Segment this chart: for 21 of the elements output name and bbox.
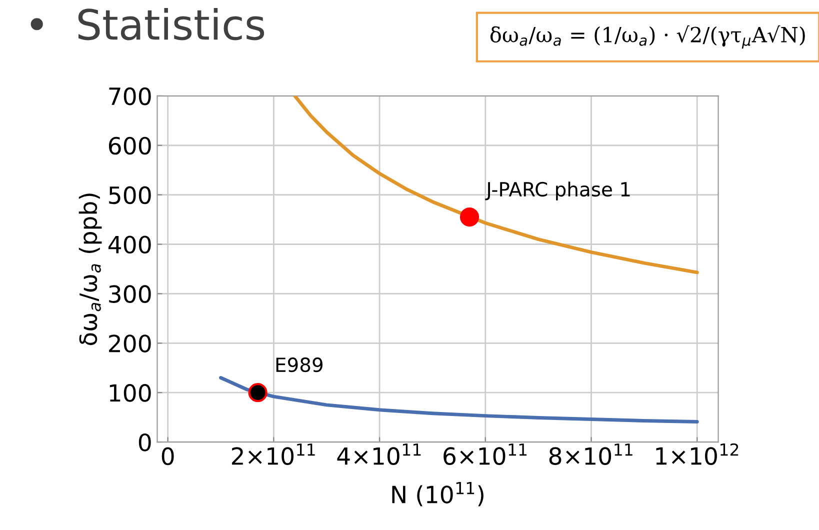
x-tick-label: 1×10$^{12}$: [656, 443, 738, 465]
x-tick-label: 6×10$^{11}$: [444, 444, 527, 465]
y-tick-label: 400: [108, 236, 151, 254]
x-tick-label: 0: [162, 447, 174, 466]
x-tick-label: 2×10$^{11}$: [232, 444, 315, 465]
chart-title: • Statistics: [30, 8, 264, 40]
series-label: E989: [276, 357, 323, 372]
y-tick-label: 200: [109, 334, 151, 352]
x-axis-title: N (10$^{11}$): [392, 482, 484, 506]
y-axis-title: δω$_{a}$/ω$_{a}$ (ppb): [78, 194, 102, 346]
y-tick-label: 600: [108, 136, 151, 155]
line-series: [219, 376, 699, 424]
y-tick-label: 100: [110, 384, 151, 402]
series-label: J-PARC phase 1: [485, 182, 630, 200]
line-series: [293, 96, 699, 274]
y-tick-label: 700: [109, 87, 151, 106]
x-tick-label: 4×10$^{11}$: [337, 444, 421, 465]
y-tick-label: 500: [109, 186, 151, 204]
y-tick-label: 300: [109, 285, 151, 303]
text: δω$_{a}$/ω$_{a}$ = (1/ω$_{a}$) · √2/(γτ$_{μ}$A√N): [490, 25, 805, 49]
x-tick-label: 8×10$^{11}$: [549, 444, 632, 465]
